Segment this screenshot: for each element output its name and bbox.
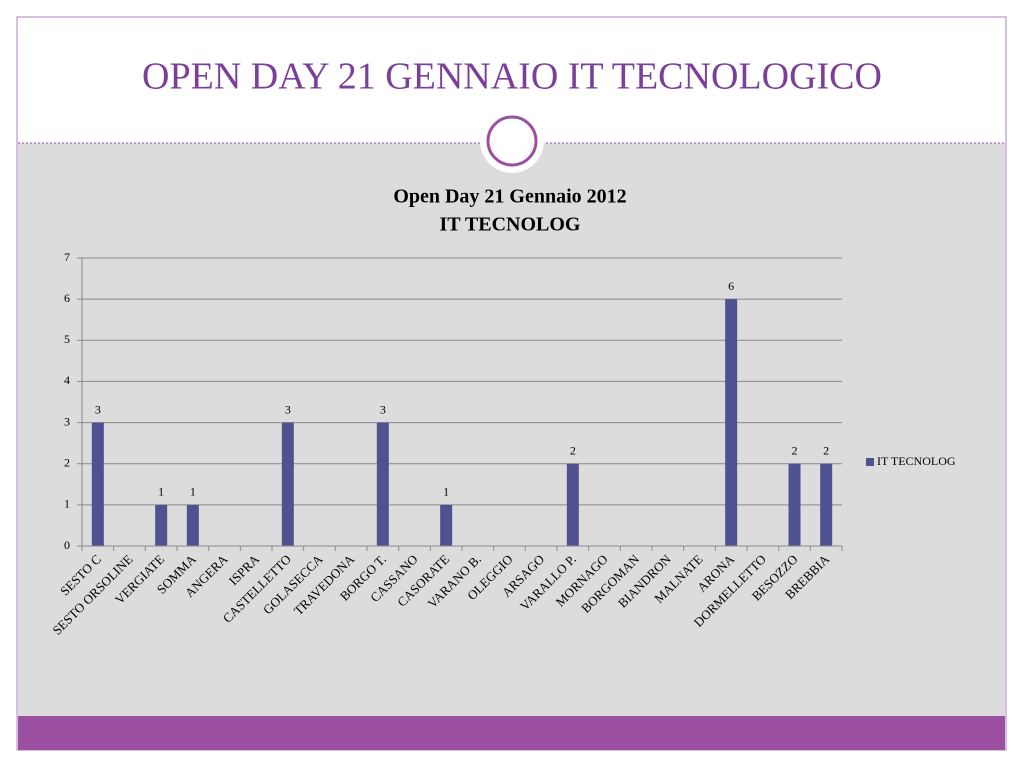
- data-label: 1: [190, 485, 196, 499]
- data-label: 2: [570, 443, 576, 457]
- content-panel: [18, 143, 1005, 716]
- data-label: 6: [728, 279, 734, 293]
- data-label: 1: [443, 485, 449, 499]
- y-tick-label: 2: [64, 455, 70, 469]
- y-tick-label: 6: [64, 291, 70, 305]
- bar: [186, 504, 199, 546]
- data-label: 3: [285, 402, 291, 416]
- data-label: 3: [95, 402, 101, 416]
- chart-subtitle: IT TECNOLOG: [440, 214, 581, 236]
- y-tick-label: 3: [64, 414, 70, 428]
- bar: [91, 422, 104, 546]
- data-label: 3: [380, 402, 386, 416]
- legend-swatch: [866, 458, 874, 466]
- bar: [725, 299, 738, 546]
- data-label: 2: [823, 443, 829, 457]
- ornament-outer: [480, 109, 544, 173]
- data-label: 2: [792, 443, 798, 457]
- bar: [281, 422, 294, 546]
- y-tick-label: 0: [64, 538, 70, 552]
- legend-label: IT TECNOLOG: [877, 454, 956, 468]
- data-label: 1: [158, 485, 164, 499]
- bar: [376, 422, 389, 546]
- bar: [440, 504, 453, 546]
- y-tick-label: 4: [64, 373, 70, 387]
- ornament-ring: [486, 115, 538, 167]
- chart-title: Open Day 21 Gennaio 2012: [393, 186, 626, 208]
- y-tick-label: 7: [64, 250, 70, 264]
- footer-band: [18, 716, 1005, 750]
- bar: [155, 504, 168, 546]
- y-tick-label: 1: [64, 497, 70, 511]
- slide-title: OPEN DAY 21 GENNAIO IT TECNOLOGICO: [142, 56, 882, 98]
- y-tick-label: 5: [64, 332, 70, 346]
- bar: [820, 463, 833, 546]
- bar: [566, 463, 579, 546]
- bar: [788, 463, 801, 546]
